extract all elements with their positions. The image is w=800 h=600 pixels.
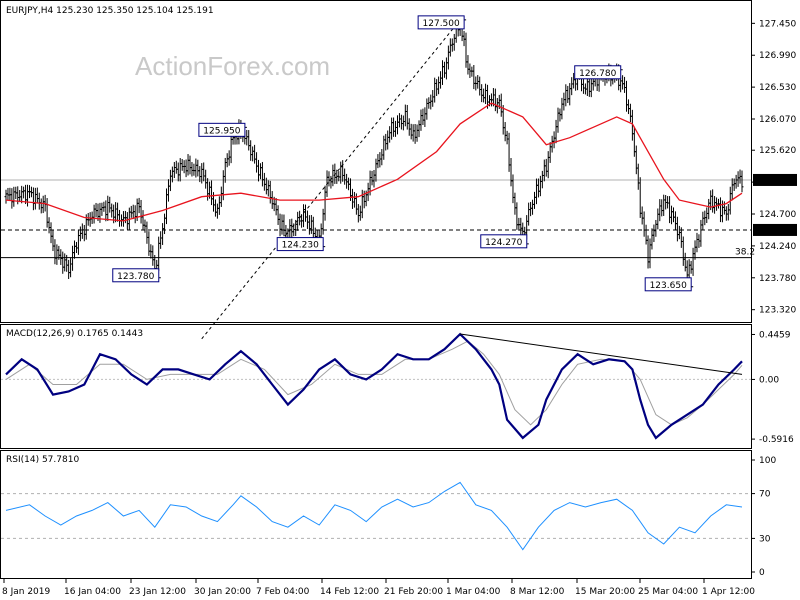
x-tick-label: 8 Mar 12:00 <box>510 587 565 597</box>
macd-info: MACD(12,26,9) 0.1765 0.1443 <box>6 329 143 339</box>
swing-label: 126.780 <box>574 65 623 80</box>
price-tick-label: 123.320 <box>759 306 796 316</box>
swing-label: 124.230 <box>276 237 326 252</box>
swing-label: 124.270 <box>480 234 529 249</box>
rsi-tick-label: 30 <box>759 534 771 544</box>
fibonacci-label: 38.2 <box>735 248 755 258</box>
price-tag-label: 125.191 <box>757 176 794 186</box>
rsi-tick-label: 0 <box>759 568 765 578</box>
rsi-y-axis: 100 70 30 0 <box>751 456 776 578</box>
x-tick-label: 7 Feb 04:00 <box>256 587 310 597</box>
x-tick-label: 14 Feb 12:00 <box>320 587 379 597</box>
x-tick-label: 21 Feb 20:00 <box>384 587 443 597</box>
macd-line <box>5 332 743 440</box>
macd-trendline <box>460 333 743 375</box>
swing-label: 125.950 <box>198 122 247 137</box>
watermark: ActionForex.com <box>135 51 330 81</box>
x-tick-label: 1 Mar 04:00 <box>446 587 501 597</box>
swing-label: 123.780 <box>112 268 161 283</box>
swing-label-box <box>644 277 692 292</box>
price-info: EURJPY,H4 125.230 125.350 125.104 125.19… <box>6 6 214 16</box>
macd-y-axis: 0.4459 0.00 -0.5916 <box>751 330 794 445</box>
macd-layer: 0.4459 0.00 -0.5916 <box>1 330 794 445</box>
macd-signal-line <box>5 340 743 426</box>
macd-tick-label: -0.5916 <box>759 435 794 445</box>
price-tick-label: 124.240 <box>759 242 796 252</box>
swing-label-text: 125.950 <box>203 126 240 136</box>
price-tick-label: 123.780 <box>759 274 796 284</box>
rsi-tick-label: 100 <box>759 456 776 466</box>
x-tick-label: 16 Jan 04:00 <box>64 587 121 597</box>
x-tick-label: 1 Apr 12:00 <box>702 587 755 597</box>
price-tick-label: 127.450 <box>759 19 796 29</box>
swing-label-text: 126.780 <box>579 69 616 79</box>
swing-label-text: 124.230 <box>282 241 319 251</box>
rsi-layer: 100 70 30 0 <box>1 456 776 578</box>
swing-label-box <box>112 268 160 283</box>
x-tick-label: 25 Mar 04:00 <box>638 587 698 597</box>
rsi-tick-label: 70 <box>759 490 771 500</box>
price-layer: 38.2 125.950 123.780 127.500 124.230 126.780 1… <box>1 15 797 340</box>
x-tick-label: 30 Jan 20:00 <box>194 587 251 597</box>
x-axis: 8 Jan 2019 16 Jan 04:00 23 Jan 12:00 30 Jan… <box>2 579 755 597</box>
macd-panel <box>0 324 752 449</box>
moving-average-line <box>5 102 743 222</box>
x-tick-label: 23 Jan 12:00 <box>129 587 186 597</box>
swing-label-text: 123.780 <box>117 272 154 282</box>
price-tick-label: 125.620 <box>759 146 796 156</box>
swing-label-text: 123.650 <box>650 281 687 291</box>
price-tick-label: 126.990 <box>759 51 796 61</box>
swing-label-box <box>276 237 324 252</box>
macd-tick-label: 0.00 <box>759 375 779 385</box>
swing-label-box <box>198 122 246 137</box>
x-tick-label: 8 Jan 2019 <box>2 587 50 597</box>
swing-label: 123.650 <box>644 277 694 292</box>
rsi-info: RSI(14) 57.7810 <box>6 455 79 465</box>
price-tick-label: 126.530 <box>759 83 796 93</box>
price-tick-label: 124.700 <box>759 210 796 220</box>
price-tag <box>753 173 797 186</box>
swing-label-text: 124.270 <box>485 238 522 248</box>
swing-label-box <box>480 234 528 249</box>
price-y-axis: 127.450 126.990 126.530 126.070 125.620 125.1… <box>751 19 797 316</box>
swing-label-box <box>417 15 465 30</box>
rsi-panel <box>0 450 752 579</box>
price-tick-label: 126.070 <box>759 115 796 125</box>
swing-label-box <box>574 65 622 80</box>
price-bars <box>4 18 744 282</box>
x-tick-label: 15 Mar 20:00 <box>575 587 635 597</box>
price-tag-label: 124.470 <box>757 226 794 236</box>
macd-tick-label: 0.4459 <box>759 330 791 340</box>
price-tag <box>753 223 797 236</box>
swing-label-text: 127.500 <box>423 19 460 29</box>
rsi-line <box>5 481 743 551</box>
swing-label: 127.500 <box>417 15 467 30</box>
